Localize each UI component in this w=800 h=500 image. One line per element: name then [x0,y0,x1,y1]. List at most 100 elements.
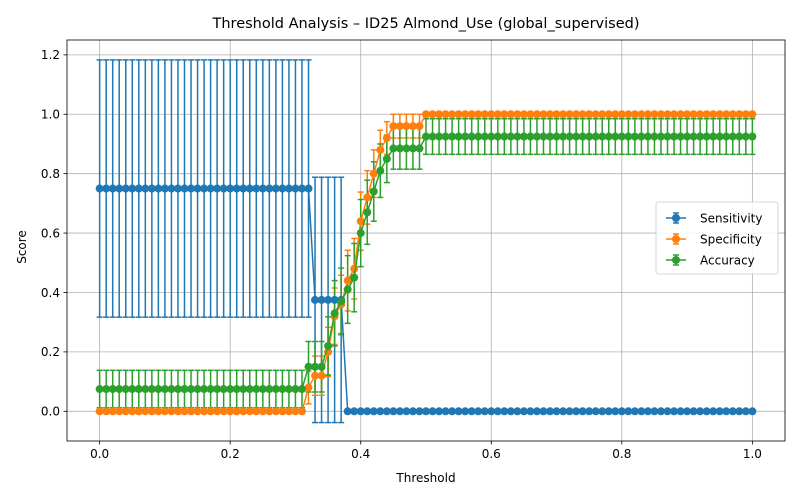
specificity-point [226,407,235,416]
sensitivity-point [128,184,137,193]
specificity-point [624,110,633,119]
specificity-point [200,407,209,416]
sensitivity-point [461,407,470,416]
accuracy-point [382,154,391,163]
sensitivity-point [278,184,287,193]
accuracy-point [369,187,378,196]
sensitivity-point [598,407,607,416]
sensitivity-point [226,184,235,193]
specificity-point [141,407,150,416]
specificity-point [748,110,757,119]
accuracy-point [506,132,515,141]
accuracy-point [480,132,489,141]
sensitivity-point [200,184,209,193]
specificity-point [741,110,750,119]
specificity-point [532,110,541,119]
sensitivity-point [258,184,267,193]
specificity-point [519,110,528,119]
accuracy-point [676,132,685,141]
legend-swatch-marker [672,256,680,264]
sensitivity-point [415,407,424,416]
specificity-point [435,110,444,119]
sensitivity-point [206,184,215,193]
specificity-point [676,110,685,119]
y-tick-label: 1.2 [41,48,60,62]
specificity-point [467,110,476,119]
sensitivity-point [624,407,633,416]
accuracy-point [670,132,679,141]
specificity-point [696,110,705,119]
specificity-point [173,407,182,416]
sensitivity-point [539,407,548,416]
specificity-point [630,110,639,119]
sensitivity-point [480,407,489,416]
specificity-point [448,110,457,119]
sensitivity-point [565,407,574,416]
x-tick-label: 0.2 [221,447,240,461]
specificity-point [441,110,450,119]
specificity-point [565,110,574,119]
accuracy-series [95,132,757,394]
accuracy-point [585,132,594,141]
specificity-point [722,110,731,119]
accuracy-point [611,132,620,141]
accuracy-point [395,144,404,153]
specificity-point [206,407,215,416]
sensitivity-point [617,407,626,416]
accuracy-point [487,132,496,141]
sensitivity-point [428,407,437,416]
sensitivity-point [572,407,581,416]
specificity-point [526,110,535,119]
accuracy-point [702,132,711,141]
sensitivity-point [663,407,672,416]
accuracy-point [408,144,417,153]
specificity-point [134,407,143,416]
accuracy-point [252,385,261,394]
accuracy-point [324,341,333,350]
accuracy-point [160,385,169,394]
specificity-point [617,110,626,119]
sensitivity-point [134,184,143,193]
accuracy-point [232,385,241,394]
specificity-point [559,110,568,119]
accuracy-point [415,144,424,153]
sensitivity-point [676,407,685,416]
accuracy-point [102,385,111,394]
sensitivity-point [187,184,196,193]
accuracy-point [617,132,626,141]
sensitivity-point [356,407,365,416]
sensitivity-point [232,184,241,193]
accuracy-point [435,132,444,141]
specificity-point [461,110,470,119]
sensitivity-point [343,407,352,416]
specificity-point [363,193,372,202]
accuracy-point [624,132,633,141]
legend-label: Accuracy [700,253,755,267]
chart-title: Threshold Analysis – ID25 Almond_Use (gl… [212,16,640,32]
specificity-point [382,134,391,143]
accuracy-point [297,385,306,394]
accuracy-point [278,385,287,394]
sensitivity-point [546,407,555,416]
accuracy-point [330,309,339,318]
legend-entry-specificity: Specificity [666,232,762,246]
specificity-point [715,110,724,119]
specificity-point [219,407,228,416]
accuracy-point [467,132,476,141]
specificity-point [232,407,241,416]
specificity-point [474,110,483,119]
sensitivity-point [239,184,248,193]
accuracy-point [167,385,176,394]
x-tick-label: 0.4 [351,447,370,461]
sensitivity-point [741,407,750,416]
accuracy-point [741,132,750,141]
x-tick-label: 1.0 [743,447,762,461]
sensitivity-point [728,407,737,416]
accuracy-point [187,385,196,394]
specificity-point [187,407,196,416]
accuracy-point [709,132,718,141]
accuracy-point [532,132,541,141]
specificity-point [154,407,163,416]
accuracy-point [604,132,613,141]
